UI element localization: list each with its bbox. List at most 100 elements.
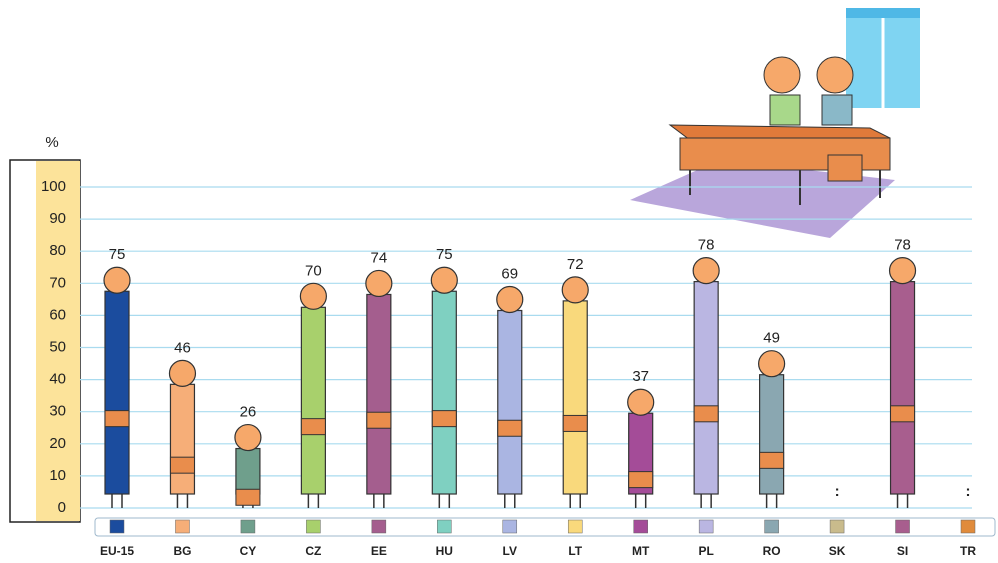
legend-swatch xyxy=(109,519,125,534)
bag xyxy=(628,471,654,489)
legend-swatch xyxy=(437,519,452,534)
figure xyxy=(692,257,720,508)
body xyxy=(300,306,326,495)
body xyxy=(366,293,392,495)
figure xyxy=(758,350,786,508)
bag xyxy=(759,451,785,469)
x-tick-label: LV xyxy=(503,544,517,558)
legend-swatch xyxy=(698,519,714,534)
figure xyxy=(496,285,524,508)
body xyxy=(562,300,588,495)
body xyxy=(104,290,130,495)
data-label: 69 xyxy=(501,265,518,282)
head xyxy=(561,276,589,304)
x-tick-label: LT xyxy=(568,544,582,558)
x-tick-label: CZ xyxy=(305,544,321,558)
legend-swatch xyxy=(960,519,976,534)
x-tick-label: HU xyxy=(436,544,453,558)
legend-swatch xyxy=(240,519,256,534)
y-tick-label: 0 xyxy=(58,499,66,516)
data-label: 75 xyxy=(436,246,453,263)
head xyxy=(496,285,524,314)
body xyxy=(889,281,916,495)
bag xyxy=(300,418,326,436)
x-tick-label: TR xyxy=(960,544,976,558)
data-label: 70 xyxy=(305,262,322,279)
figure xyxy=(234,423,262,508)
y-tick-label: 90 xyxy=(49,210,66,227)
data-label: 37 xyxy=(632,368,649,385)
x-tick-label: SI xyxy=(897,544,908,558)
bag xyxy=(431,410,457,428)
y-tick-label: 10 xyxy=(49,467,66,484)
figure xyxy=(627,388,655,508)
bag xyxy=(497,419,523,437)
y-tick-label: 40 xyxy=(49,371,66,388)
figure xyxy=(168,359,197,508)
head xyxy=(365,269,393,298)
data-label: 78 xyxy=(698,237,715,254)
body xyxy=(235,447,261,495)
legend-swatch xyxy=(371,519,387,534)
x-tick-label: EU-15 xyxy=(100,544,134,558)
legend-swatch xyxy=(633,519,648,534)
x-tick-label: EE xyxy=(371,544,387,558)
y-axis-label: % xyxy=(45,134,58,151)
head xyxy=(692,257,720,285)
data-label: : xyxy=(966,483,971,500)
head xyxy=(168,359,197,387)
x-tick-label: PL xyxy=(698,544,713,558)
y-tick-label: 60 xyxy=(49,306,66,323)
figure xyxy=(103,266,131,508)
data-label: 49 xyxy=(763,330,780,347)
body xyxy=(759,374,785,495)
figure xyxy=(365,269,393,508)
x-tick-label: MT xyxy=(632,544,650,558)
bag xyxy=(366,411,392,429)
head xyxy=(299,282,327,310)
y-axis-strip xyxy=(36,161,80,521)
head xyxy=(758,350,786,378)
legend-swatch xyxy=(895,519,910,534)
x-tick-label: RO xyxy=(763,544,781,558)
data-label: 72 xyxy=(567,256,584,273)
y-tick-label: 70 xyxy=(49,274,66,291)
data-label: 26 xyxy=(240,404,257,421)
data-label: 46 xyxy=(174,339,191,356)
legend-swatch xyxy=(502,519,518,534)
legend-swatch xyxy=(567,519,583,534)
head xyxy=(627,388,655,416)
head xyxy=(430,266,458,294)
y-tick-label: 30 xyxy=(49,403,66,420)
y-tick-label: 50 xyxy=(49,338,66,355)
data-label: 75 xyxy=(109,246,126,263)
x-tick-label: CY xyxy=(240,544,257,558)
head xyxy=(888,257,917,285)
bag xyxy=(693,405,719,423)
body xyxy=(693,281,719,495)
bag xyxy=(235,488,261,506)
figure xyxy=(888,257,917,508)
data-label: 78 xyxy=(894,237,911,254)
bag xyxy=(104,410,130,428)
head xyxy=(234,423,262,452)
legend-swatch xyxy=(306,519,321,534)
legend-swatch xyxy=(764,519,779,534)
data-label: 74 xyxy=(371,249,388,266)
body xyxy=(497,309,523,495)
legend-swatch xyxy=(175,519,190,534)
body xyxy=(169,383,196,495)
bag xyxy=(562,414,588,432)
legend-bar xyxy=(94,517,996,537)
figure xyxy=(430,266,458,508)
head xyxy=(103,266,131,294)
figure xyxy=(299,282,327,508)
body xyxy=(431,290,457,495)
x-tick-label: BG xyxy=(173,544,191,558)
figure xyxy=(561,276,589,508)
x-tick-label: SK xyxy=(829,544,846,558)
y-tick-label: 20 xyxy=(49,435,66,452)
data-label: : xyxy=(835,483,840,500)
bag xyxy=(169,456,195,474)
